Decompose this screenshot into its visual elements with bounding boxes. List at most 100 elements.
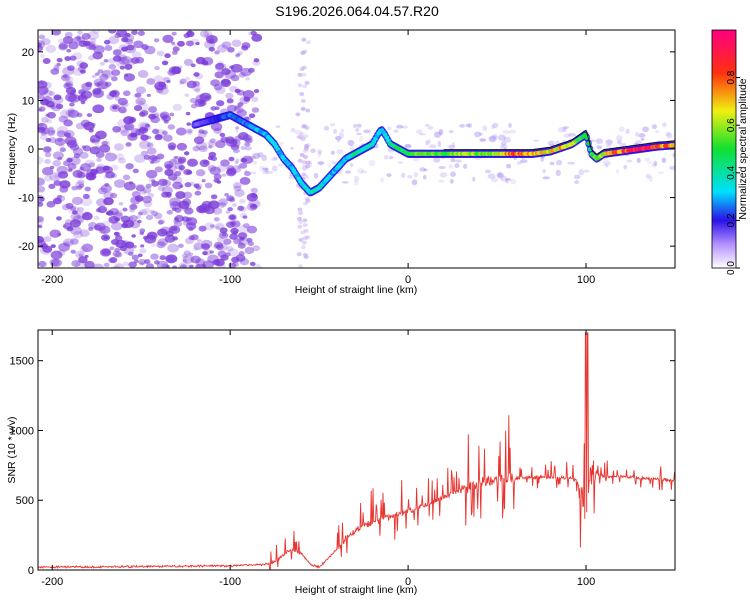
noise-blob (99, 61, 106, 66)
noise-blob (634, 140, 642, 146)
noise-blob (45, 113, 50, 117)
noise-blob (300, 136, 306, 142)
noise-blob (230, 74, 240, 82)
noise-blob (104, 45, 113, 51)
noise-blob (363, 129, 371, 134)
noise-blob (134, 154, 146, 163)
noise-blob (451, 141, 456, 147)
noise-blob (237, 242, 246, 249)
noise-blob (166, 79, 171, 84)
noise-blob (92, 89, 105, 98)
noise-blob (303, 254, 309, 259)
noise-blob (81, 243, 94, 253)
noise-blob (190, 255, 201, 264)
noise-blob (114, 217, 120, 222)
noise-blob (186, 128, 193, 134)
noise-blob (131, 234, 136, 238)
noise-blob (38, 106, 46, 112)
noise-blob (128, 214, 138, 222)
noise-blob (330, 150, 335, 155)
noise-blob (103, 175, 109, 179)
noise-blob (578, 169, 585, 176)
noise-blob (605, 163, 609, 168)
noise-blob (227, 248, 239, 257)
noise-blob (110, 173, 117, 179)
noise-blob (209, 138, 217, 144)
noise-blob (300, 51, 306, 56)
noise-blob (353, 179, 359, 186)
noise-blob (64, 31, 73, 38)
y-tick-label: 0 (28, 565, 34, 577)
noise-blob (210, 106, 217, 111)
noise-blob (67, 163, 77, 170)
y-tick-label: 10 (22, 95, 34, 107)
noise-blob (153, 212, 163, 219)
noise-blob (313, 172, 319, 179)
noise-blob (491, 124, 495, 130)
noise-blob (44, 159, 51, 165)
noise-blob (114, 235, 123, 241)
noise-blob (88, 128, 94, 133)
noise-blob (130, 132, 138, 138)
noise-blob (146, 93, 151, 97)
noise-blob (472, 176, 476, 182)
noise-blob (244, 170, 248, 173)
noise-blob (62, 36, 74, 44)
noise-blob (300, 106, 306, 111)
noise-blob (97, 69, 104, 74)
noise-blob (164, 53, 171, 59)
noise-blob (167, 69, 176, 76)
noise-blob (300, 98, 306, 103)
noise-blob (454, 163, 460, 169)
noise-blob (163, 160, 174, 169)
noise-blob (58, 42, 69, 49)
noise-blob (100, 248, 112, 257)
noise-blob (149, 155, 158, 161)
noise-blob (323, 125, 330, 131)
noise-blob (336, 149, 344, 155)
noise-blob (203, 30, 213, 38)
noise-blob (225, 210, 231, 214)
noise-blob (331, 161, 337, 165)
noise-blob (71, 259, 81, 267)
noise-blob (488, 135, 497, 143)
noise-blob (298, 220, 304, 225)
noise-blob (143, 259, 151, 264)
noise-blob (333, 129, 338, 134)
noise-blob (221, 173, 227, 177)
noise-blob (131, 30, 138, 36)
noise-blob (618, 126, 625, 132)
snr-line (38, 332, 675, 570)
noise-blob (297, 83, 303, 88)
noise-blob (226, 221, 235, 228)
noise-blob (183, 151, 190, 156)
noise-blob (138, 100, 144, 105)
ridge-blobs (191, 110, 675, 197)
noise-blob (300, 230, 306, 235)
noise-blob (56, 57, 63, 63)
noise-blob (42, 58, 51, 65)
noise-blob (159, 255, 167, 261)
noise-blob (360, 170, 368, 174)
noise-blob (626, 159, 633, 163)
noise-blob (479, 138, 487, 141)
noise-blob (198, 145, 208, 153)
noise-blob (236, 166, 241, 170)
noise-blob (555, 140, 560, 145)
noise-blob (104, 182, 110, 187)
noise-blob (562, 126, 569, 129)
noise-blob (195, 41, 200, 46)
noise-blob (304, 175, 310, 180)
noise-blob (505, 177, 512, 181)
noise-blob (113, 143, 124, 151)
noise-blob (157, 220, 164, 225)
noise-blob (112, 125, 122, 133)
noise-blob (251, 96, 259, 103)
noise-blob (184, 207, 194, 215)
noise-blob (47, 131, 55, 137)
noise-blob (76, 171, 86, 179)
noise-blob (57, 138, 63, 142)
noise-blob (174, 162, 184, 170)
noise-blob (448, 144, 456, 150)
noise-blob (123, 33, 135, 43)
